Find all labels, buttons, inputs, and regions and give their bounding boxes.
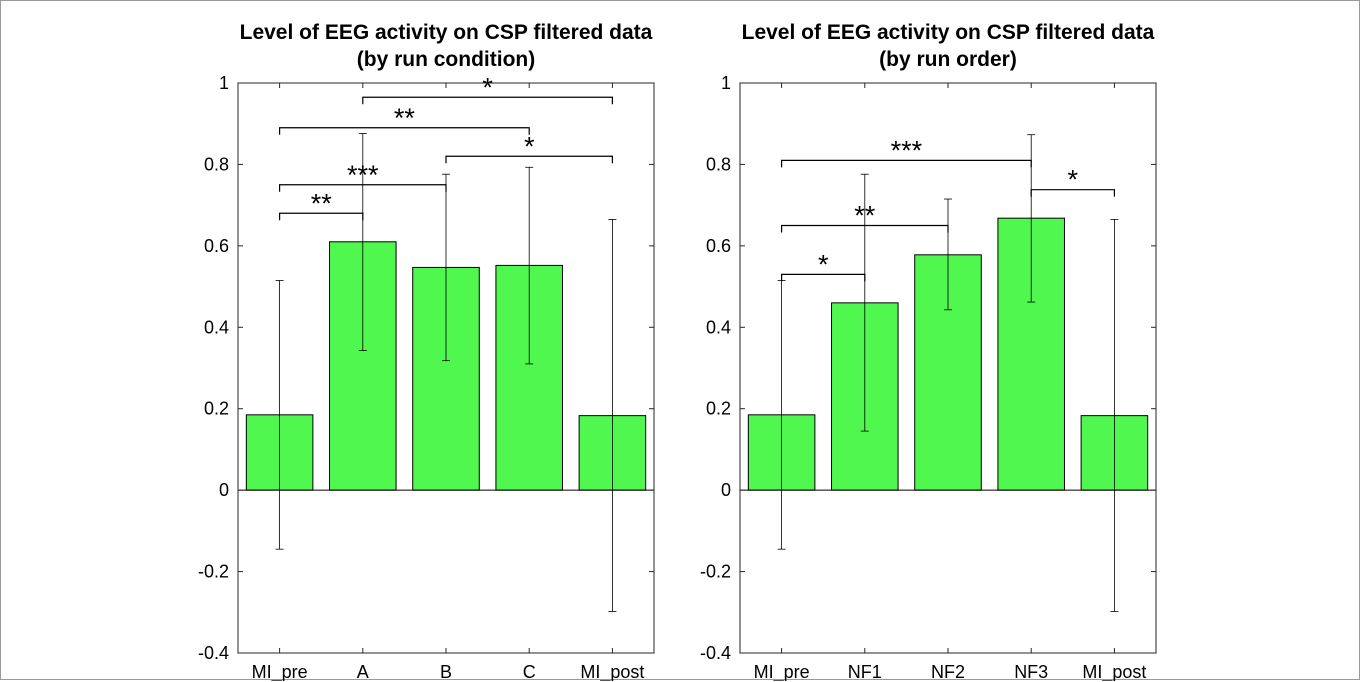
- chart-panel-2: Level of EEG activity on CSP filtered da…: [700, 21, 1157, 681]
- error-bar-MI_pre: [275, 280, 284, 550]
- significance-label: *: [482, 72, 493, 102]
- y-tick-label: 0: [721, 480, 731, 500]
- y-tick-label: 0.8: [706, 154, 731, 174]
- bracket-line: [362, 96, 614, 105]
- y-tick-label: 0.6: [706, 236, 731, 256]
- chart-subtitle: (by run condition): [357, 48, 535, 71]
- significance-bracket: *: [445, 131, 614, 164]
- error-bar-NF2: [944, 198, 952, 311]
- y-tick-label: 0: [219, 480, 229, 500]
- x-tick-label: MI_post: [1082, 662, 1146, 681]
- y-tick-label: -0.2: [198, 562, 229, 582]
- bracket-line: [780, 273, 866, 282]
- y-tick-label: 0.2: [706, 399, 731, 419]
- x-tick-label: C: [523, 662, 536, 681]
- y-tick-label: 0.2: [204, 399, 229, 419]
- significance-bracket: **: [279, 188, 364, 221]
- error-bar-A: [358, 133, 367, 351]
- significance-bracket: **: [780, 201, 949, 233]
- y-tick-label: -0.2: [700, 562, 731, 582]
- significance-label: **: [854, 201, 876, 231]
- significance-label: ***: [347, 160, 379, 190]
- significance-bracket: *: [362, 72, 614, 105]
- x-tick-label: NF3: [1014, 662, 1048, 681]
- bracket-line: [279, 184, 447, 192]
- significance-label: **: [311, 188, 333, 218]
- significance-bracket: *: [1030, 165, 1116, 197]
- bracket-line: [1030, 189, 1116, 197]
- bracket-line: [780, 224, 949, 233]
- x-tick-label: NF2: [931, 662, 965, 681]
- significance-label: ***: [891, 135, 923, 165]
- x-tick-label: A: [357, 662, 369, 681]
- y-tick-label: 1: [721, 73, 731, 93]
- x-tick-label: NF1: [848, 662, 882, 681]
- chart-subtitle: (by run order): [879, 48, 1017, 71]
- bracket-line: [780, 159, 1032, 168]
- chart-title: Level of EEG activity on CSP filtered da…: [240, 21, 653, 44]
- error-bar-B: [442, 173, 450, 362]
- significance-bracket: ***: [279, 160, 447, 192]
- significance-bracket: **: [279, 103, 530, 135]
- significance-label: *: [1068, 165, 1079, 195]
- y-tick-label: 0.4: [204, 317, 229, 337]
- y-tick-label: 0.6: [204, 236, 229, 256]
- error-bar-NF1: [860, 173, 869, 432]
- chart-panel-1: Level of EEG activity on CSP filtered da…: [198, 21, 655, 681]
- x-tick-label: MI_post: [580, 662, 644, 681]
- error-bar-C: [525, 166, 534, 365]
- bracket-line: [279, 212, 364, 221]
- significance-label: **: [394, 103, 416, 133]
- x-tick-label: B: [440, 662, 452, 681]
- y-tick-label: -0.4: [700, 643, 731, 663]
- x-tick-label: MI_pre: [252, 662, 308, 681]
- y-tick-label: 0.4: [706, 317, 731, 337]
- y-tick-label: -0.4: [198, 643, 229, 663]
- significance-bracket: *: [780, 249, 866, 282]
- significance-label: *: [524, 131, 535, 161]
- x-tick-label: MI_pre: [754, 662, 810, 681]
- error-bar-MI_post: [1110, 218, 1119, 612]
- significance-label: *: [818, 249, 829, 279]
- bracket-line: [279, 127, 530, 135]
- y-tick-label: 1: [219, 73, 229, 93]
- bracket-line: [445, 155, 614, 164]
- y-tick-label: 0.8: [204, 154, 229, 174]
- chart-title: Level of EEG activity on CSP filtered da…: [742, 21, 1155, 44]
- significance-bracket: ***: [780, 135, 1032, 168]
- error-bar-MI_post: [608, 218, 617, 612]
